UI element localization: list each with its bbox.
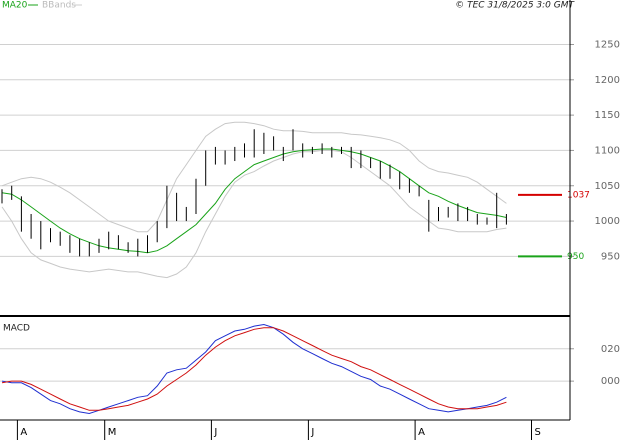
x-tick-label: A — [418, 427, 425, 438]
y-tick-label: 1050 — [595, 181, 620, 192]
x-tick-label: M — [108, 427, 117, 438]
x-tick-label: A — [20, 427, 27, 438]
y-tick-label: 1250 — [595, 39, 620, 50]
level-label: 1037 — [567, 190, 590, 200]
y-tick-label: 1150 — [595, 110, 620, 121]
y-tick-label: 1200 — [595, 75, 620, 86]
source: © TEC 31/8/2025 3:0 GMT — [455, 1, 575, 11]
y-tick-label: 950 — [601, 251, 620, 262]
y-tick-label: 1000 — [595, 216, 620, 227]
x-tick-label: S — [535, 427, 541, 438]
macd-line — [1, 327, 507, 411]
ma-line — [1, 148, 507, 254]
bband-upper — [1, 121, 507, 233]
legend-ma: MA20 — [2, 1, 28, 11]
x-tick-label: J — [310, 427, 314, 438]
macd-title: MACD — [3, 324, 30, 334]
bband-lower — [1, 149, 507, 279]
macd-line — [1, 323, 507, 415]
legend-bbands: BBands — [42, 1, 76, 11]
level-label: 950 — [567, 252, 584, 262]
y-tick-label: 020 — [601, 344, 620, 355]
x-tick-label: J — [213, 427, 217, 438]
y-tick-label: 1100 — [595, 145, 620, 156]
y-tick-label: 000 — [601, 376, 620, 387]
